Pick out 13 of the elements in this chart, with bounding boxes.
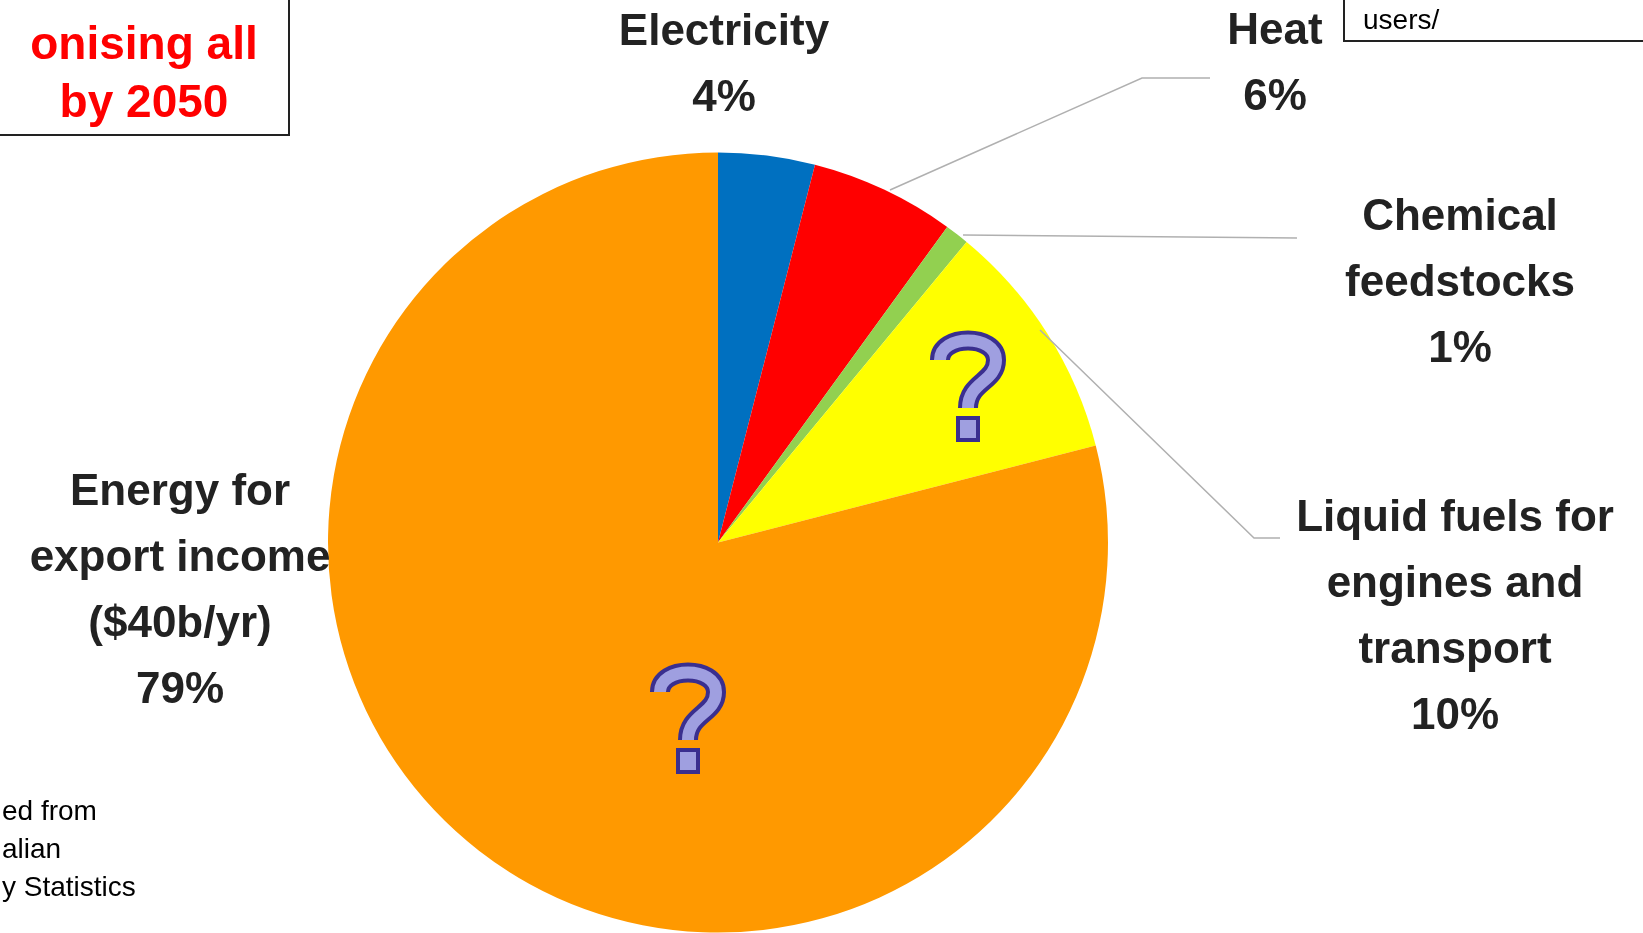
slice-label: Heat (1227, 4, 1324, 54)
text: onising all by 2050 (0, 0, 290, 136)
data-label: 4% (692, 71, 756, 121)
data-label: 1% (1428, 322, 1492, 372)
text: ed from alian y Statistics (2, 794, 136, 904)
slice-label: Chemical feedstocks (1345, 190, 1575, 306)
slice-label: Electricity (618, 5, 830, 55)
text: users/ (1343, 0, 1643, 42)
slice-label: Liquid fuels for engines and transport (1296, 491, 1614, 673)
data-label: 79% (135, 663, 225, 713)
data-label: 6% (1243, 70, 1307, 120)
data-label: 10% (1410, 689, 1500, 739)
slice-label: Energy for export income ($40b/yr) (29, 465, 331, 647)
